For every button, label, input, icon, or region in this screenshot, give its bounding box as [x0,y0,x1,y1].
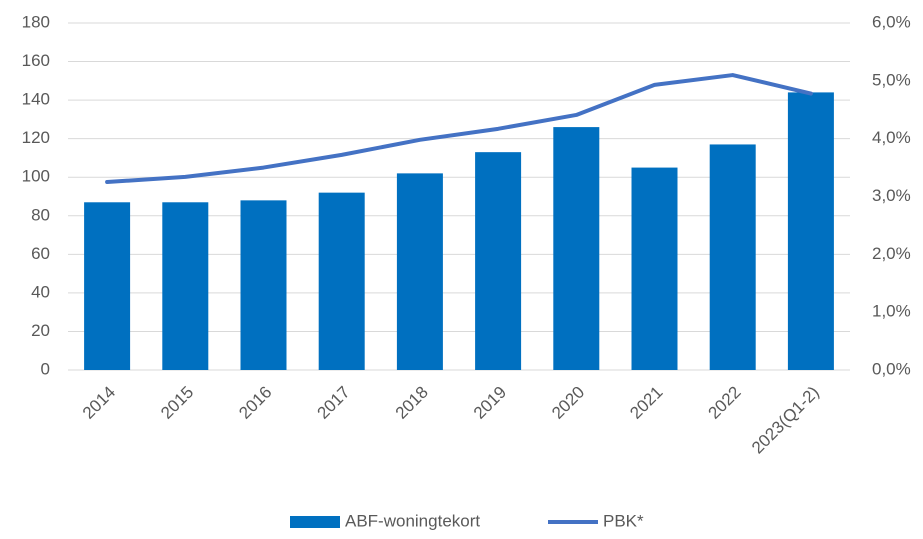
bar [162,202,209,370]
y-tick-label: 0 [41,359,50,378]
y-tick-label: 140 [22,90,50,109]
legend-swatch [290,516,340,528]
y2-tick-label: 5,0% [872,70,911,89]
x-tick-label: 2019 [470,383,510,423]
bar [318,192,365,370]
x-tick-label: 2022 [705,383,745,423]
bar [631,167,678,370]
line [105,73,813,185]
x-tick-label: 2023(Q1-2) [748,383,823,458]
x-tick-label: 2020 [548,383,588,423]
x-tick-label: 2014 [79,383,119,423]
bar [787,92,834,371]
y-tick-label: 20 [31,321,50,340]
y-tick-label: 60 [31,244,50,263]
y2-tick-label: 4,0% [872,128,911,147]
y-tick-label: 180 [22,12,50,31]
y2-tick-label: 0,0% [872,359,911,378]
y2-tick-label: 3,0% [872,186,911,205]
legend-label: PBK* [603,511,644,530]
y-tick-label: 80 [31,205,50,224]
x-tick-label: 2021 [626,383,666,423]
y2-tick-label: 6,0% [872,12,911,31]
y2-tick-label: 2,0% [872,244,911,263]
y-tick-label: 120 [22,128,50,147]
x-tick-label: 2015 [157,383,197,423]
bar [553,127,600,370]
x-tick-label: 2018 [392,383,432,423]
legend-label: ABF-woningtekort [345,511,480,530]
bar [475,152,522,370]
x-tick-label: 2016 [235,383,275,423]
bar [240,200,287,370]
bar [84,202,131,370]
bar [709,144,756,370]
bar [396,173,443,370]
y-tick-label: 100 [22,167,50,186]
y-tick-label: 40 [31,282,50,301]
y2-tick-label: 1,0% [872,302,911,321]
y-tick-label: 160 [22,51,50,70]
x-tick-label: 2017 [314,383,354,423]
